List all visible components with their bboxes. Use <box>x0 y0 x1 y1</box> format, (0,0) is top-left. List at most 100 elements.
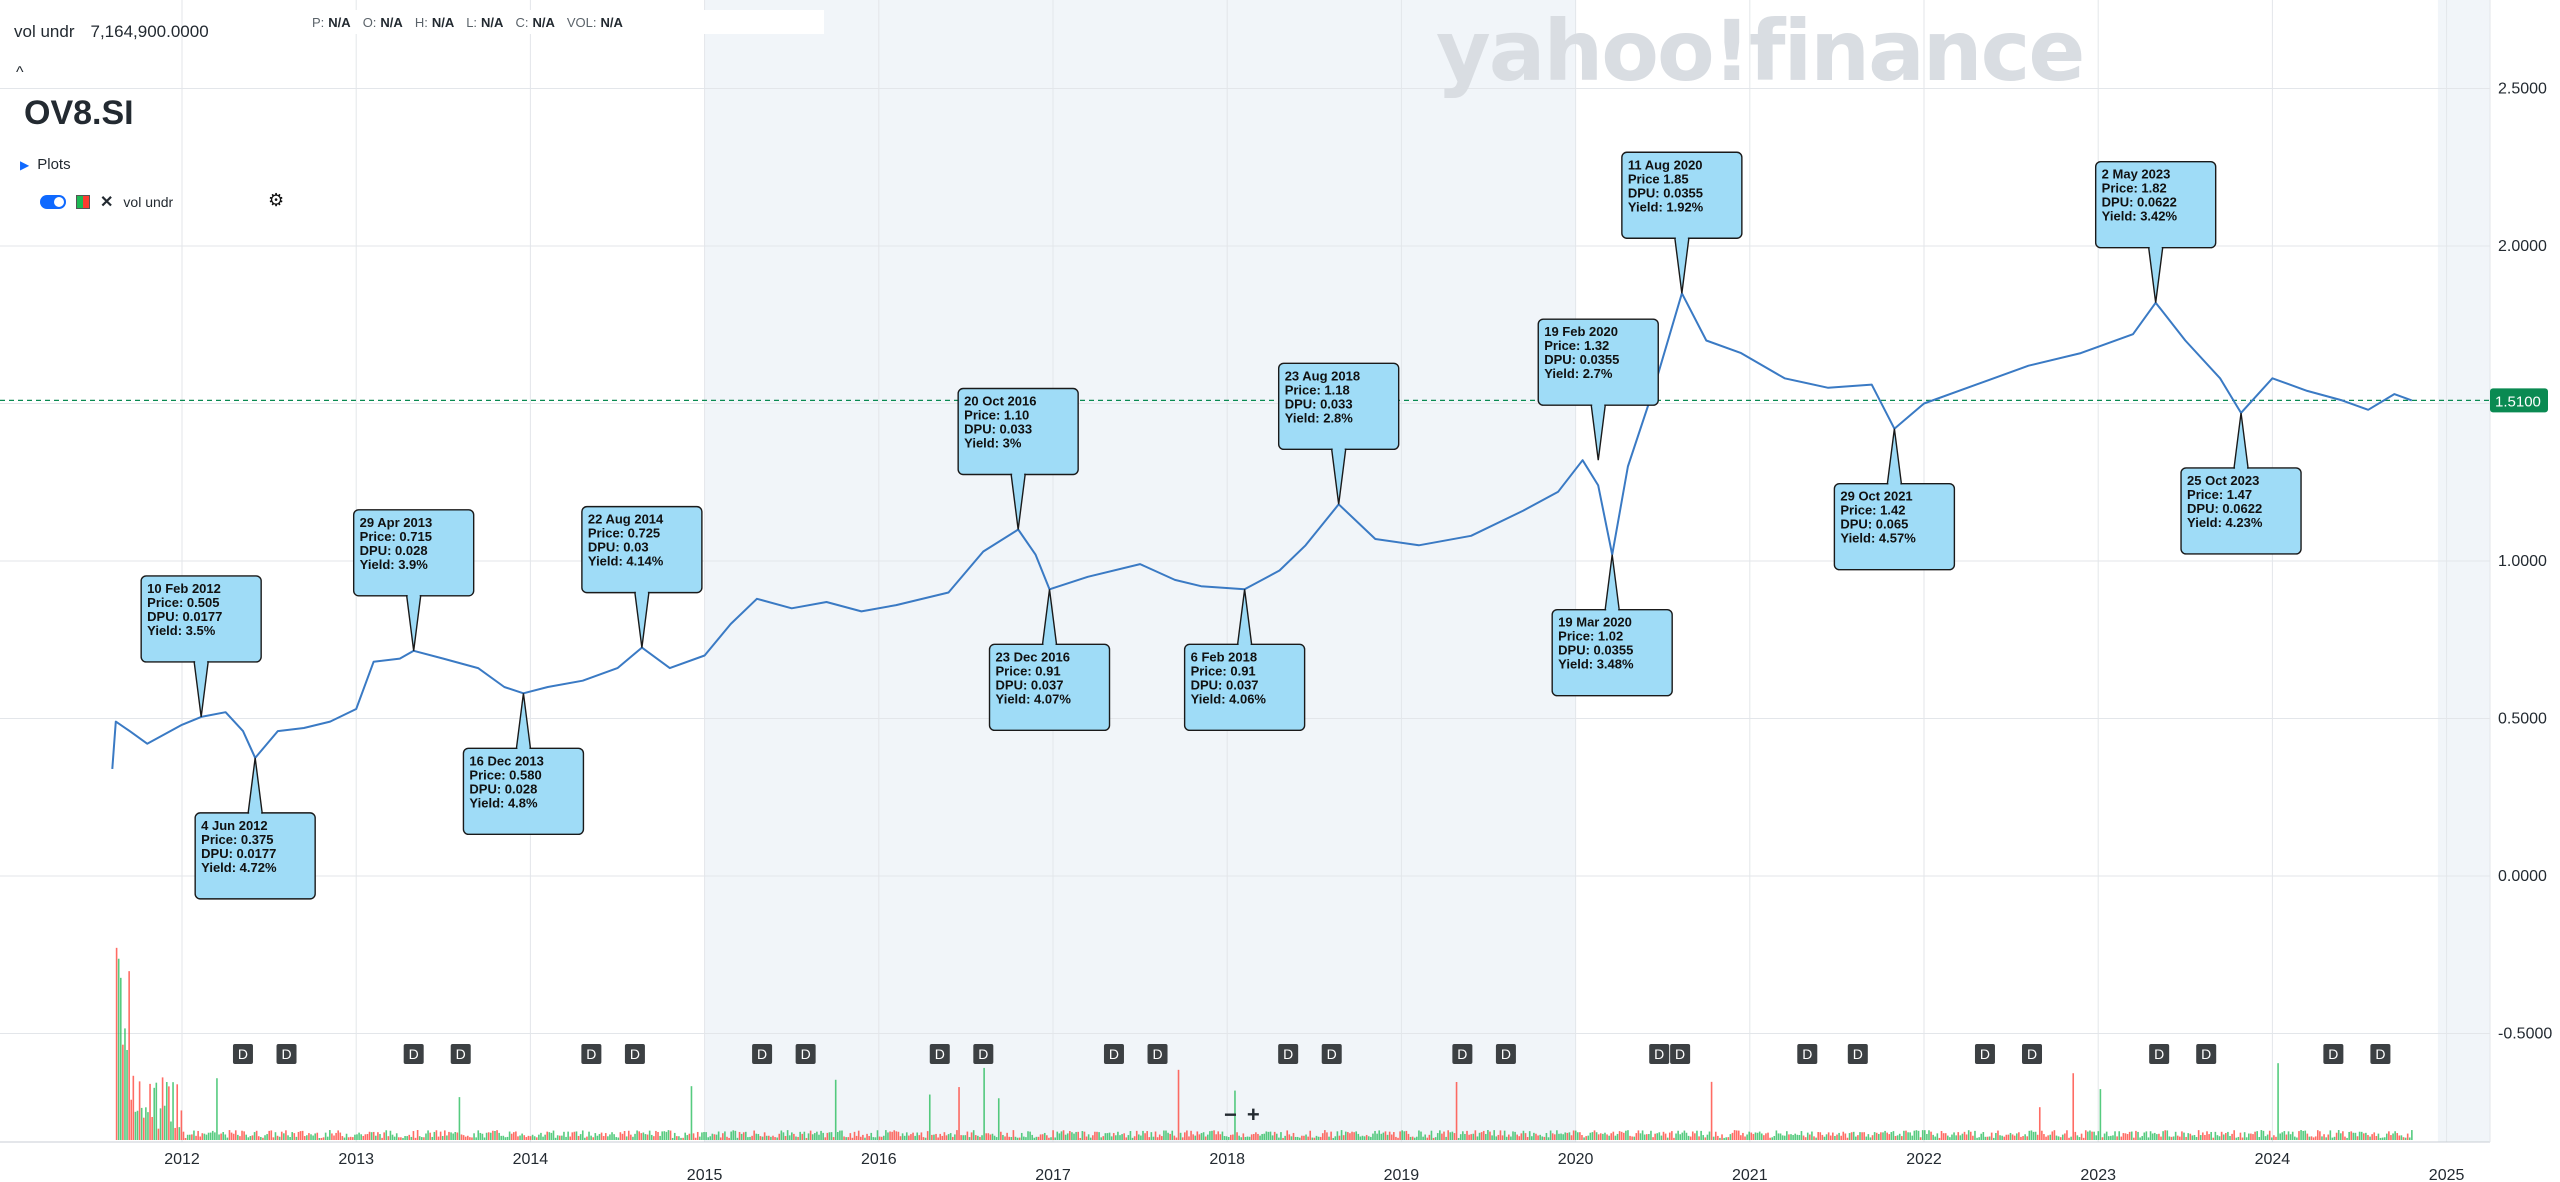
volume-bar <box>538 1134 540 1140</box>
volume-bar <box>2034 1131 2037 1140</box>
dividend-marker[interactable]: D <box>1495 1044 1516 1064</box>
volume-bar <box>2053 1130 2056 1140</box>
settings-icon[interactable]: ⚙ <box>268 190 285 210</box>
volume-bar <box>1568 1132 1571 1140</box>
volume-bar <box>1110 1136 1113 1140</box>
dividend-marker[interactable]: D <box>2149 1044 2170 1064</box>
dividend-marker[interactable]: D <box>795 1044 816 1064</box>
volume-bar <box>931 1134 933 1140</box>
remove-study-icon[interactable]: ✕ <box>100 194 114 211</box>
dividend-marker[interactable]: D <box>2196 1044 2217 1064</box>
volume-bar <box>563 1131 565 1140</box>
volume-bar <box>1466 1130 1468 1140</box>
dividend-marker[interactable]: D <box>1847 1044 1868 1064</box>
volume-bar <box>1301 1135 1303 1140</box>
plots-toggle[interactable]: ▶ Plots <box>20 156 71 173</box>
volume-bar <box>2183 1132 2185 1140</box>
dividend-marker[interactable]: D <box>276 1044 297 1064</box>
volume-bar <box>763 1132 766 1140</box>
annotation-text: DPU: 0.028 <box>360 543 428 558</box>
annotation-text: DPU: 0.065 <box>1840 517 1908 532</box>
annotation-text: Price: 0.505 <box>147 595 219 610</box>
x-tick-label: 2020 <box>1558 1151 1594 1168</box>
volume-bar <box>1158 1134 1161 1140</box>
volume-bar <box>318 1137 321 1140</box>
dividend-marker-label: D <box>801 1046 811 1062</box>
volume-bar <box>1232 1134 1234 1140</box>
volume-bar <box>1328 1136 1330 1140</box>
volume-bar <box>621 1133 624 1140</box>
dividend-marker[interactable]: D <box>929 1044 950 1064</box>
volume-bar <box>508 1131 511 1140</box>
volume-bar <box>1263 1133 1266 1140</box>
volume-bar <box>1731 1132 1734 1140</box>
dividend-marker[interactable]: D <box>1670 1044 1691 1064</box>
volume-bar <box>1978 1137 1980 1140</box>
volume-bar <box>1610 1133 1613 1140</box>
volume-bar <box>2041 1130 2043 1140</box>
volume-bar <box>2281 1132 2284 1140</box>
volume-bar <box>2264 1136 2267 1140</box>
dividend-marker[interactable]: D <box>1452 1044 1473 1064</box>
volume-bar <box>847 1137 850 1140</box>
annotation-text: DPU: 0.0622 <box>2187 501 2262 516</box>
dividend-marker[interactable]: D <box>1321 1044 1342 1064</box>
volume-bar <box>1393 1132 1395 1140</box>
volume-bar <box>611 1132 613 1140</box>
volume-bar <box>320 1137 323 1140</box>
volume-bar <box>2082 1137 2085 1140</box>
dividend-marker[interactable]: D <box>1797 1044 1818 1064</box>
volume-bar <box>1060 1131 1063 1140</box>
dividend-marker[interactable]: D <box>1649 1044 1670 1064</box>
volume-bar <box>912 1132 914 1140</box>
dividend-marker[interactable]: D <box>973 1044 994 1064</box>
dividend-marker[interactable]: D <box>1147 1044 1168 1064</box>
volume-bar <box>1834 1135 1836 1140</box>
study-color-swatch[interactable] <box>76 195 90 209</box>
dividend-marker[interactable]: D <box>450 1044 471 1064</box>
annotation-text: DPU: 0.037 <box>1191 677 1259 692</box>
dividend-marker[interactable]: D <box>1278 1044 1299 1064</box>
volume-bar <box>958 1087 960 1140</box>
volume-bar <box>2103 1133 2106 1140</box>
volume-bar <box>381 1137 383 1140</box>
volume-bar <box>1576 1132 1579 1140</box>
volume-bar <box>2271 1137 2273 1140</box>
dividend-marker[interactable]: D <box>624 1044 645 1064</box>
volume-bar <box>264 1135 266 1140</box>
zoom-out-button[interactable]: − <box>1224 1102 1237 1127</box>
zoom-in-button[interactable]: + <box>1246 1102 1260 1127</box>
dividend-marker[interactable]: D <box>752 1044 773 1064</box>
dividend-marker[interactable]: D <box>581 1044 602 1064</box>
volume-bar <box>2266 1134 2269 1140</box>
dividend-marker[interactable]: D <box>232 1044 253 1064</box>
volume-bar <box>841 1130 843 1140</box>
annotation-text: DPU: 0.033 <box>1285 396 1353 411</box>
volume-bar <box>2314 1136 2317 1140</box>
dividend-marker-label: D <box>1980 1046 1990 1062</box>
volume-bar <box>1622 1132 1625 1140</box>
volume-bar <box>556 1135 559 1140</box>
volume-bar <box>1892 1131 1895 1140</box>
volume-bar <box>1409 1136 1412 1140</box>
volume-bar <box>1788 1134 1790 1140</box>
dividend-marker[interactable]: D <box>2323 1044 2344 1064</box>
dividend-marker[interactable]: D <box>2370 1044 2391 1064</box>
volume-bar <box>1112 1133 1115 1140</box>
volume-bar <box>1763 1135 1765 1140</box>
dividend-marker[interactable]: D <box>1974 1044 1995 1064</box>
volume-bar <box>400 1137 402 1140</box>
annotation-pointer <box>515 693 532 749</box>
dividend-marker[interactable]: D <box>403 1044 424 1064</box>
volume-bar <box>2116 1136 2118 1140</box>
dividend-marker[interactable]: D <box>2022 1044 2043 1064</box>
volume-bar <box>1472 1133 1475 1140</box>
volume-bar <box>308 1133 310 1140</box>
volume-bar <box>2202 1132 2204 1140</box>
study-toggle-switch[interactable] <box>40 195 66 209</box>
dividend-marker[interactable]: D <box>1103 1044 1124 1064</box>
volume-bar <box>1066 1133 1069 1140</box>
caret-up-icon[interactable]: ^ <box>16 64 24 81</box>
